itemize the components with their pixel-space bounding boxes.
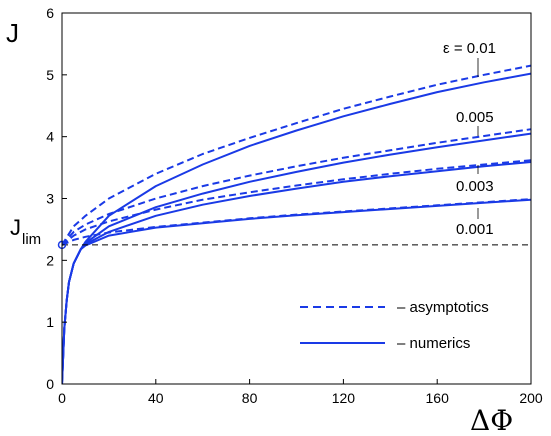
x-axis-ticks: 0 40 80 120 160 200 bbox=[58, 379, 543, 406]
series-line-eps-0.01-asymptotics bbox=[62, 64, 531, 246]
series-line-eps-0.001-numerics bbox=[62, 198, 531, 384]
j-lim-label-sub: lim bbox=[22, 231, 41, 248]
j-lim-label: Jlim bbox=[10, 215, 41, 248]
curve-label-eps-0.005: 0.005 bbox=[456, 109, 494, 126]
y-tick-label: 0 bbox=[46, 376, 54, 392]
x-axis-label: ΔΦ bbox=[470, 404, 513, 436]
legend-label-numerics: – numerics bbox=[397, 335, 470, 352]
y-axis-label: J bbox=[6, 18, 19, 48]
x-tick-label: 80 bbox=[242, 390, 258, 406]
y-tick-label: 4 bbox=[46, 129, 54, 145]
plot-area-frame bbox=[61, 12, 532, 385]
series-line-eps-0.003-asymptotics bbox=[62, 159, 531, 246]
curve-label-eps-0.001: 0.001 bbox=[456, 221, 494, 238]
y-tick-label: 1 bbox=[46, 314, 54, 330]
x-tick-label: 200 bbox=[519, 390, 543, 406]
y-tick-label: 3 bbox=[46, 191, 54, 207]
series-layer bbox=[62, 64, 531, 384]
legend-label-asymptotics: – asymptotics bbox=[397, 299, 489, 316]
legend: – asymptotics – numerics bbox=[300, 299, 489, 352]
x-tick-label: 40 bbox=[148, 390, 164, 406]
y-axis-ticks: 0 1 2 3 4 5 6 bbox=[46, 5, 67, 392]
j-lim-label-main: J bbox=[10, 215, 21, 240]
curve-label-eps-0.003: 0.003 bbox=[456, 178, 494, 195]
x-tick-label: 0 bbox=[58, 390, 66, 406]
y-tick-label: 5 bbox=[46, 67, 54, 83]
curve-label-eps-0.01: ε = 0.01 bbox=[443, 40, 496, 57]
x-tick-label: 160 bbox=[426, 390, 450, 406]
y-tick-label: 6 bbox=[46, 5, 54, 21]
y-tick-label: 2 bbox=[46, 252, 54, 268]
series-line-eps-0.005-asymptotics bbox=[62, 128, 531, 246]
x-tick-label: 120 bbox=[332, 390, 356, 406]
